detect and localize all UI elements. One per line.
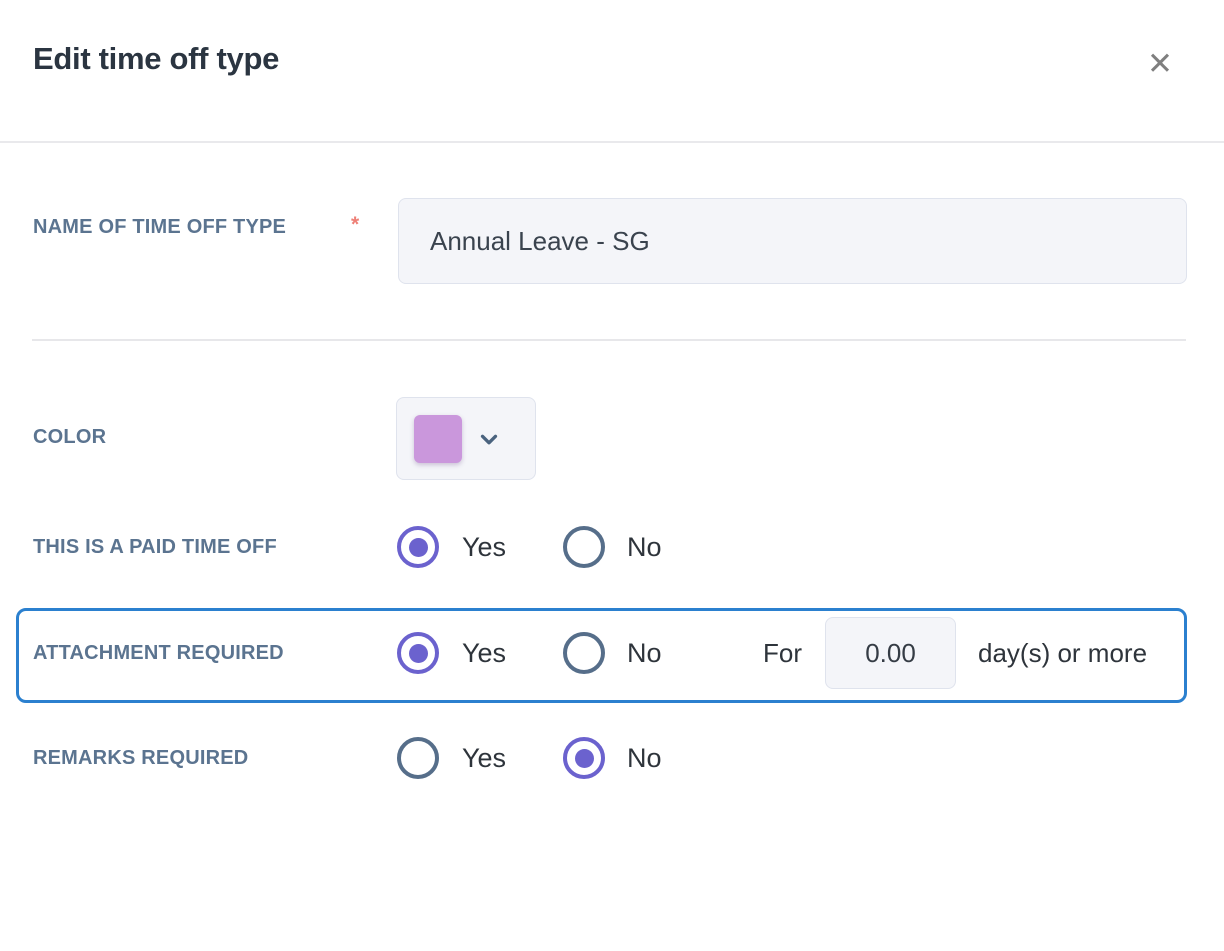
remarks-required-no-radio[interactable] bbox=[563, 737, 605, 779]
name-of-time-off-type-input[interactable] bbox=[398, 198, 1187, 284]
header-divider bbox=[0, 141, 1224, 143]
attachment-required-no-label[interactable]: No bbox=[627, 638, 662, 668]
attachment-required-yes-radio[interactable] bbox=[397, 632, 439, 674]
remarks-required-label: REMARKS REQUIRED bbox=[33, 747, 249, 769]
threshold-days-input[interactable] bbox=[825, 617, 956, 689]
attachment-required-row: ATTACHMENT REQUIRED Yes No For day(s) or… bbox=[0, 617, 1224, 689]
paid-time-off-yes-radio[interactable] bbox=[397, 526, 439, 568]
attachment-required-no-radio[interactable] bbox=[563, 632, 605, 674]
color-dropdown[interactable] bbox=[396, 397, 536, 480]
page-title: Edit time off type bbox=[33, 41, 280, 76]
color-label: COLOR bbox=[33, 426, 107, 448]
attachment-required-label: ATTACHMENT REQUIRED bbox=[33, 642, 284, 664]
paid-time-off-yes-label[interactable]: Yes bbox=[462, 532, 507, 562]
name-of-time-off-type-label: NAME OF TIME OFF TYPE bbox=[33, 216, 287, 238]
remarks-required-yes-label[interactable]: Yes bbox=[462, 743, 507, 773]
attachment-required-highlight-box bbox=[16, 608, 1187, 703]
remarks-required-yes-radio[interactable] bbox=[397, 737, 439, 779]
paid-time-off-no-label[interactable]: No bbox=[627, 532, 662, 562]
remarks-required-row: REMARKS REQUIRED Yes No bbox=[0, 737, 1224, 779]
paid-time-off-no-radio[interactable] bbox=[563, 526, 605, 568]
paid-time-off-row: THIS IS A PAID TIME OFF Yes No bbox=[0, 526, 1224, 568]
required-asterisk: * bbox=[351, 213, 360, 236]
section-divider bbox=[32, 339, 1186, 341]
chevron-down-icon bbox=[476, 426, 502, 452]
threshold-suffix-label: day(s) or more bbox=[978, 638, 1148, 668]
remarks-required-no-label[interactable]: No bbox=[627, 743, 662, 773]
attachment-required-yes-label[interactable]: Yes bbox=[462, 638, 507, 668]
paid-time-off-label: THIS IS A PAID TIME OFF bbox=[33, 536, 277, 558]
threshold-prefix-label: For bbox=[763, 638, 802, 668]
close-icon[interactable]: ✕ bbox=[1147, 46, 1173, 81]
color-swatch bbox=[414, 414, 462, 463]
